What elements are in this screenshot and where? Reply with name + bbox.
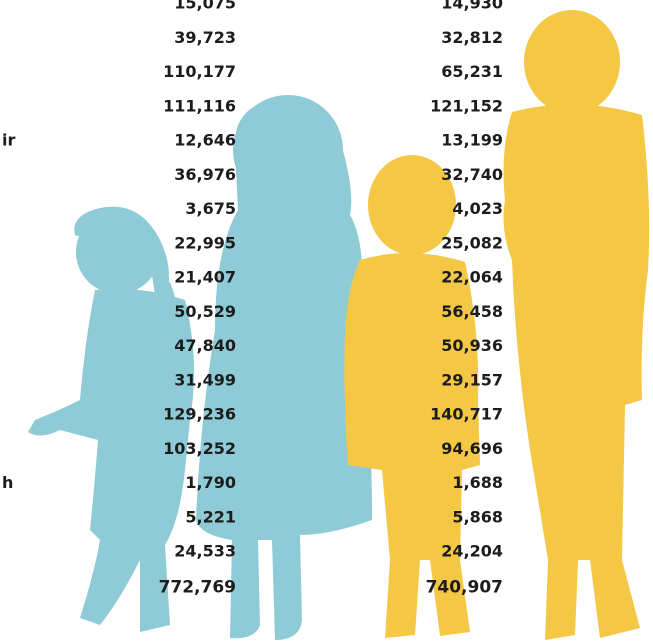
left-value: 103,252 [163, 439, 236, 458]
right-value: 1,688 [452, 473, 503, 492]
infographic: 15,075 14,930 39,723 32,812 110,177 65,231 111… [0, 0, 653, 642]
silhouettes [28, 10, 649, 640]
right-value: 22,064 [441, 268, 503, 287]
total-left: 772,769 [159, 577, 236, 597]
left-value: 5,221 [185, 507, 236, 526]
total-right: 740,907 [426, 577, 503, 597]
left-value: 21,407 [174, 268, 236, 287]
right-value: 94,696 [441, 439, 503, 458]
left-value: 3,675 [185, 199, 236, 218]
left-value: 50,529 [174, 302, 236, 321]
right-value: 50,936 [441, 336, 503, 355]
right-value: 56,458 [441, 302, 503, 321]
right-value: 24,204 [441, 542, 503, 561]
row-label: ir [2, 131, 15, 150]
tall-boy-silhouette [504, 10, 650, 640]
right-value: 32,812 [441, 28, 503, 47]
right-value: 13,199 [441, 131, 503, 150]
right-value: 140,717 [430, 405, 503, 424]
left-value: 111,116 [163, 96, 236, 115]
left-value: 1,790 [185, 473, 236, 492]
left-value: 24,533 [174, 542, 236, 561]
left-value: 110,177 [163, 62, 236, 81]
left-value: 15,075 [174, 0, 236, 13]
right-value: 14,930 [441, 0, 503, 13]
right-value: 121,152 [430, 96, 503, 115]
right-value: 65,231 [441, 62, 503, 81]
boy-silhouette [344, 155, 480, 638]
left-value: 31,499 [174, 370, 236, 389]
left-value: 129,236 [163, 405, 236, 424]
page: 15,075 14,930 39,723 32,812 110,177 65,231 111… [0, 0, 653, 642]
left-value: 12,646 [174, 131, 236, 150]
left-value: 47,840 [174, 336, 236, 355]
row-label: h [2, 473, 13, 492]
right-value: 29,157 [441, 370, 503, 389]
left-value: 36,976 [174, 165, 236, 184]
right-value: 4,023 [452, 199, 503, 218]
right-value: 32,740 [441, 165, 503, 184]
right-value: 25,082 [441, 233, 503, 252]
left-value: 22,995 [174, 233, 236, 252]
left-value: 39,723 [174, 28, 236, 47]
right-value: 5,868 [452, 507, 503, 526]
